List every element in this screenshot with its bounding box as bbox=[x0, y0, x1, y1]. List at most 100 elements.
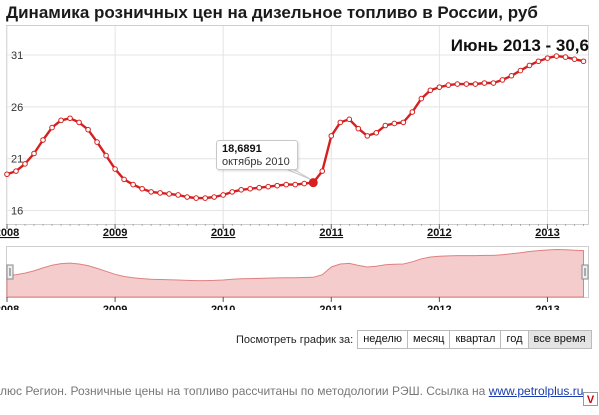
nav-tick-label: 2011 bbox=[319, 304, 343, 310]
tooltip-pointer bbox=[285, 168, 312, 181]
range-quarter-button[interactable]: квартал bbox=[449, 330, 502, 349]
data-point bbox=[211, 194, 217, 200]
data-point bbox=[346, 116, 353, 123]
x-tick-label: 2012 bbox=[427, 227, 451, 239]
x-tick-label: 2008 bbox=[0, 227, 19, 239]
nav-tick-label: 2010 bbox=[211, 304, 235, 310]
data-point bbox=[94, 139, 100, 145]
x-tick-label: 2011 bbox=[319, 227, 343, 239]
tooltip-value: 18,6891 bbox=[222, 143, 262, 155]
data-point bbox=[31, 150, 37, 157]
data-point bbox=[535, 58, 542, 65]
price-series-line bbox=[6, 54, 584, 200]
data-point bbox=[436, 84, 443, 90]
data-point bbox=[373, 129, 380, 136]
data-point bbox=[400, 119, 407, 126]
data-point bbox=[382, 122, 389, 129]
data-point bbox=[301, 180, 308, 187]
nav-tick-label: 2013 bbox=[535, 304, 559, 310]
range-month-button[interactable]: месяц bbox=[407, 330, 451, 349]
data-point bbox=[67, 115, 73, 122]
chart-title: Динамика розничных цен на дизельное топл… bbox=[6, 3, 538, 22]
point-tooltip: 18,6891 октябрь 2010 bbox=[216, 140, 298, 170]
data-point bbox=[265, 183, 272, 190]
data-point bbox=[76, 119, 82, 126]
y-tick-label: 16 bbox=[11, 206, 23, 218]
data-point bbox=[166, 191, 172, 197]
data-point bbox=[130, 181, 136, 188]
data-point bbox=[112, 166, 118, 172]
data-point bbox=[274, 182, 281, 189]
data-point bbox=[319, 168, 326, 174]
data-point bbox=[202, 195, 208, 201]
y-tick-label: 26 bbox=[11, 102, 23, 114]
range-week-button[interactable]: неделю bbox=[357, 330, 409, 349]
x-tick-label: 2009 bbox=[103, 227, 127, 239]
tooltip-date: октябрь 2010 bbox=[222, 156, 290, 168]
data-point bbox=[337, 119, 344, 126]
data-point bbox=[256, 184, 263, 191]
data-point bbox=[103, 152, 109, 159]
y-tick-label: 21 bbox=[11, 154, 23, 166]
x-tick-label: 2013 bbox=[535, 227, 559, 239]
nav-tick-label: 2009 bbox=[103, 304, 127, 310]
data-point bbox=[328, 133, 335, 139]
range-all-button[interactable]: все время bbox=[527, 330, 592, 349]
data-point bbox=[148, 189, 154, 195]
data-point bbox=[418, 95, 425, 102]
source-link[interactable]: www.petrolplus.ru bbox=[488, 384, 584, 398]
data-point bbox=[175, 192, 181, 198]
data-point bbox=[517, 67, 524, 74]
data-point bbox=[49, 124, 55, 131]
data-point bbox=[58, 117, 64, 124]
data-point bbox=[481, 80, 488, 86]
data-point bbox=[553, 53, 560, 59]
navigator-left-handle[interactable] bbox=[6, 264, 14, 280]
data-point bbox=[85, 126, 91, 133]
data-point bbox=[22, 161, 28, 167]
current-price-headline: Июнь 2013 - 30,6 bbox=[450, 36, 589, 55]
navigator-chart[interactable]: 2008 2009 2010 2011 2012 2013 bbox=[0, 240, 599, 310]
data-point bbox=[409, 109, 416, 115]
data-point bbox=[544, 55, 551, 61]
data-point bbox=[4, 171, 10, 178]
data-point bbox=[562, 54, 569, 60]
data-point bbox=[40, 137, 46, 143]
data-point bbox=[193, 195, 199, 201]
y-tick-label: 31 bbox=[11, 50, 23, 62]
highlighted-point bbox=[308, 178, 318, 188]
data-point bbox=[580, 58, 587, 65]
data-point bbox=[13, 168, 19, 174]
data-point bbox=[247, 185, 254, 192]
nav-tick-label: 2012 bbox=[427, 304, 451, 310]
navigator-right-handle[interactable] bbox=[581, 264, 589, 280]
data-point bbox=[283, 181, 290, 188]
data-point bbox=[391, 120, 398, 127]
range-selector: Посмотреть график за: неделю месяц кварт… bbox=[236, 330, 592, 349]
data-point bbox=[427, 87, 434, 94]
data-point bbox=[229, 189, 235, 195]
main-chart[interactable]: 16 21 26 31 2008 2009 2010 2011 2012 2013 bbox=[0, 0, 599, 245]
data-point bbox=[571, 56, 578, 62]
data-point bbox=[292, 181, 299, 188]
range-label: Посмотреть график за: bbox=[236, 333, 354, 346]
range-year-button[interactable]: год bbox=[500, 330, 529, 349]
data-point bbox=[355, 125, 362, 132]
nav-tick-label: 2008 bbox=[0, 304, 19, 310]
data-point bbox=[463, 81, 470, 87]
data-point bbox=[445, 82, 452, 88]
data-point bbox=[499, 77, 506, 83]
data-point bbox=[508, 72, 515, 79]
data-point bbox=[157, 190, 163, 196]
logo-marker: V bbox=[583, 392, 598, 406]
data-point bbox=[526, 62, 533, 69]
data-point bbox=[364, 133, 371, 139]
data-point bbox=[121, 176, 127, 183]
data-point bbox=[472, 81, 479, 87]
data-point bbox=[139, 185, 145, 192]
data-point bbox=[490, 80, 497, 86]
data-point bbox=[238, 186, 245, 193]
data-point bbox=[220, 192, 226, 198]
footer-note: люс Регион. Розничные цены на топливо ра… bbox=[0, 384, 583, 398]
navigator-area bbox=[6, 248, 585, 298]
